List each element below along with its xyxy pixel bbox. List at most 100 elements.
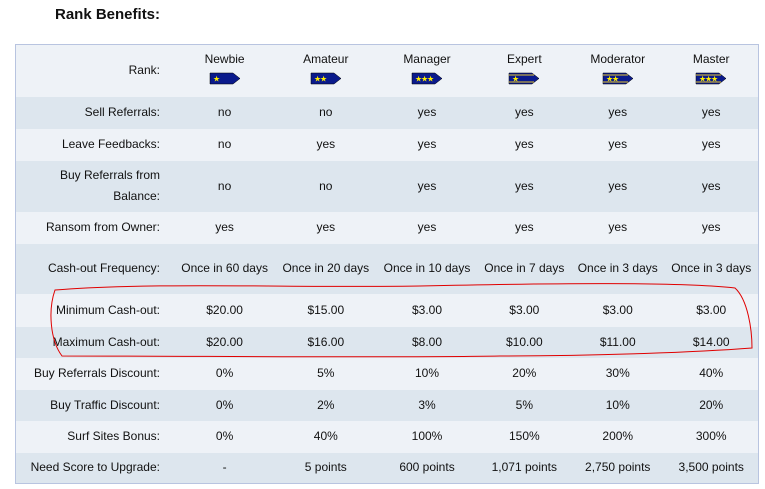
table-row: Buy Referrals Discount: 0% 5% 10% 20% 30% 40% — [15, 357, 759, 390]
cell-value: 2,750 points — [585, 460, 651, 475]
rank-badge-icon: ★ ★ ★ — [695, 71, 727, 92]
cell-value: yes — [316, 220, 336, 234]
svg-text:★: ★ — [320, 75, 327, 84]
row-label: Buy Referrals Discount: — [33, 366, 160, 380]
cell-value: 40% — [699, 366, 724, 380]
cell-value: yes — [608, 178, 628, 193]
cell-value: $10.00 — [505, 334, 543, 349]
cell-value: $14.00 — [692, 334, 730, 349]
cell-value: $8.00 — [411, 334, 443, 349]
cell-value: 300% — [695, 429, 727, 443]
cell-value: $3.00 — [602, 302, 633, 317]
row-label: Surf Sites Bonus: — [67, 429, 160, 443]
cell-value: 200% — [602, 429, 634, 443]
cell-value: $20.00 — [206, 302, 243, 317]
svg-text:★: ★ — [612, 75, 619, 84]
row-label: Buy Traffic Discount: — [50, 397, 160, 412]
cell-value: 5% — [515, 397, 533, 412]
cell-value: 3,500 points — [678, 460, 744, 475]
cell-value: yes — [417, 105, 437, 119]
cell-value: yes — [608, 105, 628, 119]
rank-name: Moderator — [590, 52, 646, 67]
rank-badge-icon: ★ ★ — [310, 71, 342, 92]
cell-value: yes — [701, 178, 721, 193]
cell-value: $16.00 — [307, 334, 345, 349]
cell-value: 0% — [215, 429, 234, 443]
cell-value: $3.00 — [411, 302, 443, 317]
table-row: Buy Traffic Discount: 0% 2% 3% 5% 10% 20% — [15, 389, 759, 421]
cell-value: $15.00 — [307, 302, 345, 317]
cell-value: 600 points — [399, 460, 455, 475]
cell-value: 1,071 points — [491, 460, 558, 475]
cell-value: 150% — [508, 429, 540, 443]
rank-name: Master — [692, 52, 730, 67]
cell-value: 20% — [512, 366, 537, 380]
rank-name: Newbie — [204, 52, 245, 67]
svg-text:★: ★ — [711, 75, 718, 84]
rank-name: Manager — [403, 52, 451, 67]
svg-text:★: ★ — [314, 75, 321, 84]
rank-badge-icon: ★ — [209, 71, 241, 92]
cell-value: yes — [417, 220, 437, 234]
cell-value: yes — [417, 137, 437, 151]
rank-name: Amateur — [303, 52, 349, 67]
cell-value: Once in 10 days — [383, 261, 471, 275]
cell-value: $3.00 — [696, 302, 727, 317]
cell-value: - — [222, 460, 227, 475]
row-label: Maximum Cash-out: — [52, 334, 160, 349]
svg-text:★: ★ — [606, 75, 613, 84]
cell-value: Once in 60 days — [181, 261, 268, 275]
rank-badge-icon: ★ — [508, 71, 540, 92]
cell-value: 30% — [605, 366, 630, 380]
cell-value: yes — [514, 220, 534, 234]
row-label: Need Score to Upgrade: — [30, 460, 160, 475]
cell-value: 5 points — [304, 460, 347, 475]
cell-value: $20.00 — [206, 334, 243, 349]
cell-value: no — [319, 178, 333, 193]
cell-value: no — [217, 137, 232, 151]
svg-text:★: ★ — [512, 75, 519, 84]
cell-value: Once in 3 days — [577, 261, 658, 275]
row-label: Ransom from Owner: — [45, 220, 160, 234]
cell-value: yes — [701, 137, 721, 151]
cell-value: 0% — [215, 397, 234, 412]
rank-benefits-table: Rank: Newbie ★ Amateur ★ ★ Manager ★ ★ ★ Expert ★ Mo… — [15, 44, 759, 484]
row-label: Minimum Cash-out: — [55, 302, 160, 317]
cell-value: no — [217, 178, 232, 193]
cell-value: yes — [514, 105, 534, 119]
cell-value: yes — [514, 178, 534, 193]
table-row: Maximum Cash-out: $20.00 $16.00 $8.00 $10.00… — [15, 326, 759, 358]
row-label: Buy Referrals from Balance: — [59, 168, 160, 203]
table-row: Leave Feedbacks: no yes yes yes yes yes — [15, 128, 759, 161]
cell-value: 100% — [411, 429, 443, 443]
rank-label: Rank: — [128, 63, 160, 78]
svg-text:★: ★ — [415, 75, 422, 84]
rank-header: Amateur ★ ★ — [275, 45, 376, 97]
svg-text:★: ★ — [421, 75, 428, 84]
cell-value: yes — [316, 137, 336, 151]
table-row: Surf Sites Bonus: 0% 40% 100% 150% 200% 300% — [15, 420, 759, 453]
cell-value: $11.00 — [599, 334, 636, 349]
table-row: Need Score to Upgrade: - 5 points 600 point… — [15, 452, 759, 484]
table-row: Cash-out Frequency: Once in 60 days Once i… — [15, 243, 759, 294]
rank-name: Expert — [506, 52, 542, 67]
row-label: Cash-out Frequency: — [47, 261, 160, 275]
cell-value: 40% — [313, 429, 338, 443]
cell-value: no — [217, 105, 232, 119]
svg-text:★: ★ — [705, 75, 712, 84]
page-title: Rank Benefits: — [55, 6, 161, 23]
rank-badge-icon: ★ ★ ★ — [411, 71, 443, 92]
rank-header: Master ★ ★ ★ — [664, 45, 758, 97]
cell-value: $3.00 — [509, 302, 540, 317]
rank-header: Manager ★ ★ ★ — [376, 45, 477, 97]
cell-value: no — [319, 105, 333, 119]
cell-value: 20% — [699, 397, 724, 412]
cell-value: Once in 20 days — [282, 261, 370, 275]
svg-text:★: ★ — [427, 75, 434, 84]
table-row: Minimum Cash-out: $20.00 $15.00 $3.00 $3.00 $… — [15, 293, 759, 327]
cell-value: 3% — [418, 397, 436, 412]
cell-value: yes — [417, 178, 437, 193]
row-label: Leave Feedbacks: — [61, 137, 160, 151]
table-row: Ransom from Owner: yes yes yes yes yes yes — [15, 211, 759, 244]
cell-value: yes — [215, 220, 234, 234]
